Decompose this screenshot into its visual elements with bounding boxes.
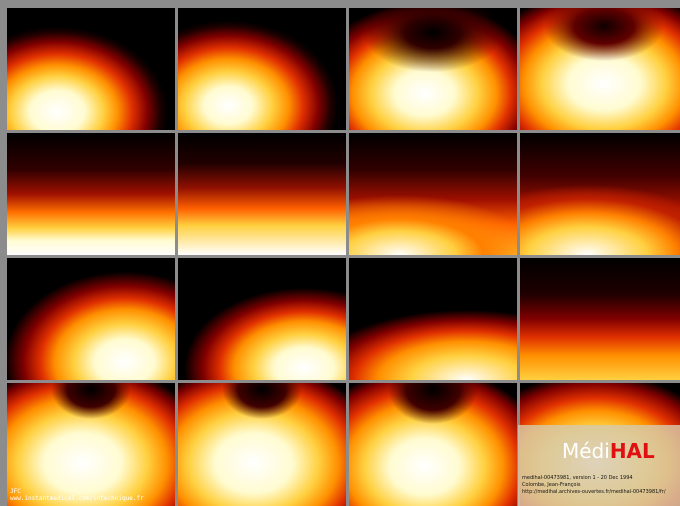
- medihal-badge: MédiHAL medihal-00473981, version 1 - 20…: [518, 425, 680, 506]
- scan-frame: [7, 8, 175, 130]
- logo: MédiHAL: [562, 439, 655, 463]
- scan-frame: [7, 133, 175, 255]
- scan-frame: [349, 258, 517, 380]
- scan-frame: [178, 133, 346, 255]
- scan-frame: [7, 383, 175, 506]
- scan-frame: [520, 8, 680, 130]
- page: MédiHAL medihal-00473981, version 1 - 20…: [0, 0, 680, 506]
- record-line: Colombe, Jean-François: [522, 482, 581, 488]
- record-line: http://medihal.archives-ouvertes.fr/medi…: [522, 489, 666, 495]
- scan-frame: [7, 258, 175, 380]
- scan-frame: [178, 8, 346, 130]
- scan-frame: [178, 258, 346, 380]
- scan-frame: [349, 8, 517, 130]
- scan-frame: [520, 133, 680, 255]
- logo-suffix: HAL: [610, 439, 655, 463]
- scan-frame: [178, 383, 346, 506]
- watermark: www.instantmedical.com/intechnique.fr: [10, 495, 144, 502]
- scan-frame: [349, 383, 517, 506]
- scan-frame: [349, 133, 517, 255]
- scan-frame: [520, 258, 680, 380]
- watermark: JFC: [10, 488, 21, 495]
- logo-prefix: Médi: [562, 439, 610, 463]
- record-line: medihal-00473981, version 1 - 20 Dec 199…: [522, 475, 633, 481]
